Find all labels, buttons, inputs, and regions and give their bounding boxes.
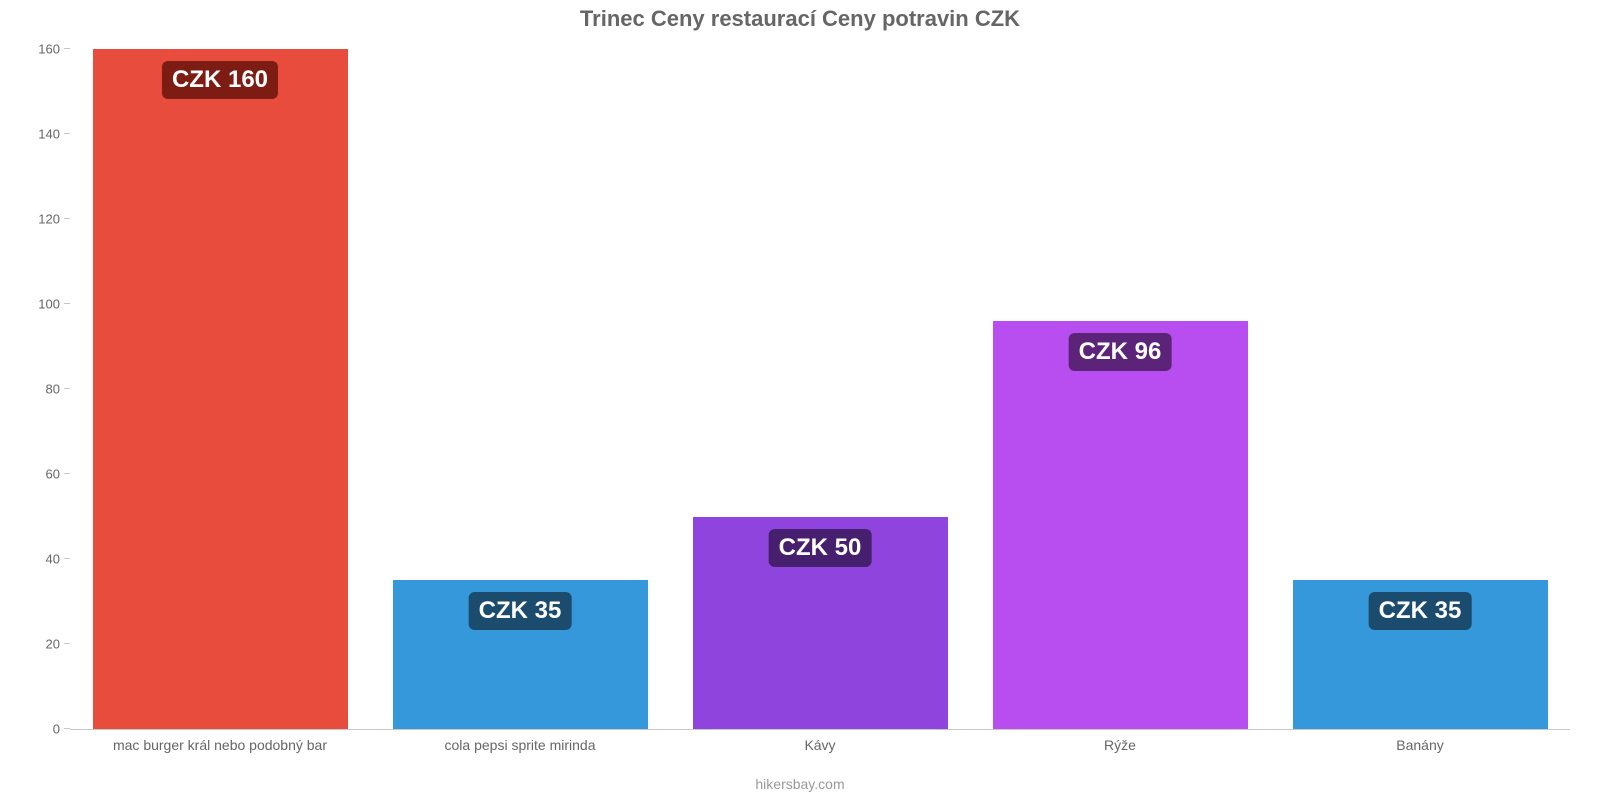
x-category-label: mac burger král nebo podobný bar [113, 737, 327, 753]
y-tick-mark [64, 558, 70, 559]
y-tick-mark [64, 218, 70, 219]
y-tick-label: 120 [38, 212, 70, 227]
bar-value-badge: CZK 50 [769, 529, 872, 567]
y-tick-label: 60 [46, 467, 70, 482]
y-tick-mark [64, 48, 70, 49]
x-category-label: Banány [1396, 737, 1443, 753]
chart-title: Trinec Ceny restaurací Ceny potravin CZK [0, 6, 1600, 32]
chart-credit: hikersbay.com [0, 776, 1600, 792]
y-tick-mark [64, 643, 70, 644]
y-tick-mark [64, 473, 70, 474]
y-tick-label: 0 [53, 722, 70, 737]
x-category-label: Kávy [804, 737, 835, 753]
y-tick-mark [64, 388, 70, 389]
bar [93, 49, 348, 729]
bar-value-badge: CZK 35 [1369, 592, 1472, 630]
y-tick-label: 160 [38, 42, 70, 57]
y-tick-label: 100 [38, 297, 70, 312]
bar-value-badge: CZK 96 [1069, 333, 1172, 371]
bar-value-badge: CZK 160 [162, 61, 278, 99]
y-tick-label: 140 [38, 127, 70, 142]
y-tick-mark [64, 133, 70, 134]
x-category-label: cola pepsi sprite mirinda [445, 737, 596, 753]
plot-area: 020406080100120140160CZK 160mac burger k… [70, 50, 1570, 730]
y-tick-label: 40 [46, 552, 70, 567]
y-tick-label: 20 [46, 637, 70, 652]
price-bar-chart: Trinec Ceny restaurací Ceny potravin CZK… [0, 0, 1600, 800]
y-tick-label: 80 [46, 382, 70, 397]
y-tick-mark [64, 303, 70, 304]
bar-value-badge: CZK 35 [469, 592, 572, 630]
x-category-label: Rýže [1104, 737, 1136, 753]
bar [993, 321, 1248, 729]
y-tick-mark [64, 728, 70, 729]
